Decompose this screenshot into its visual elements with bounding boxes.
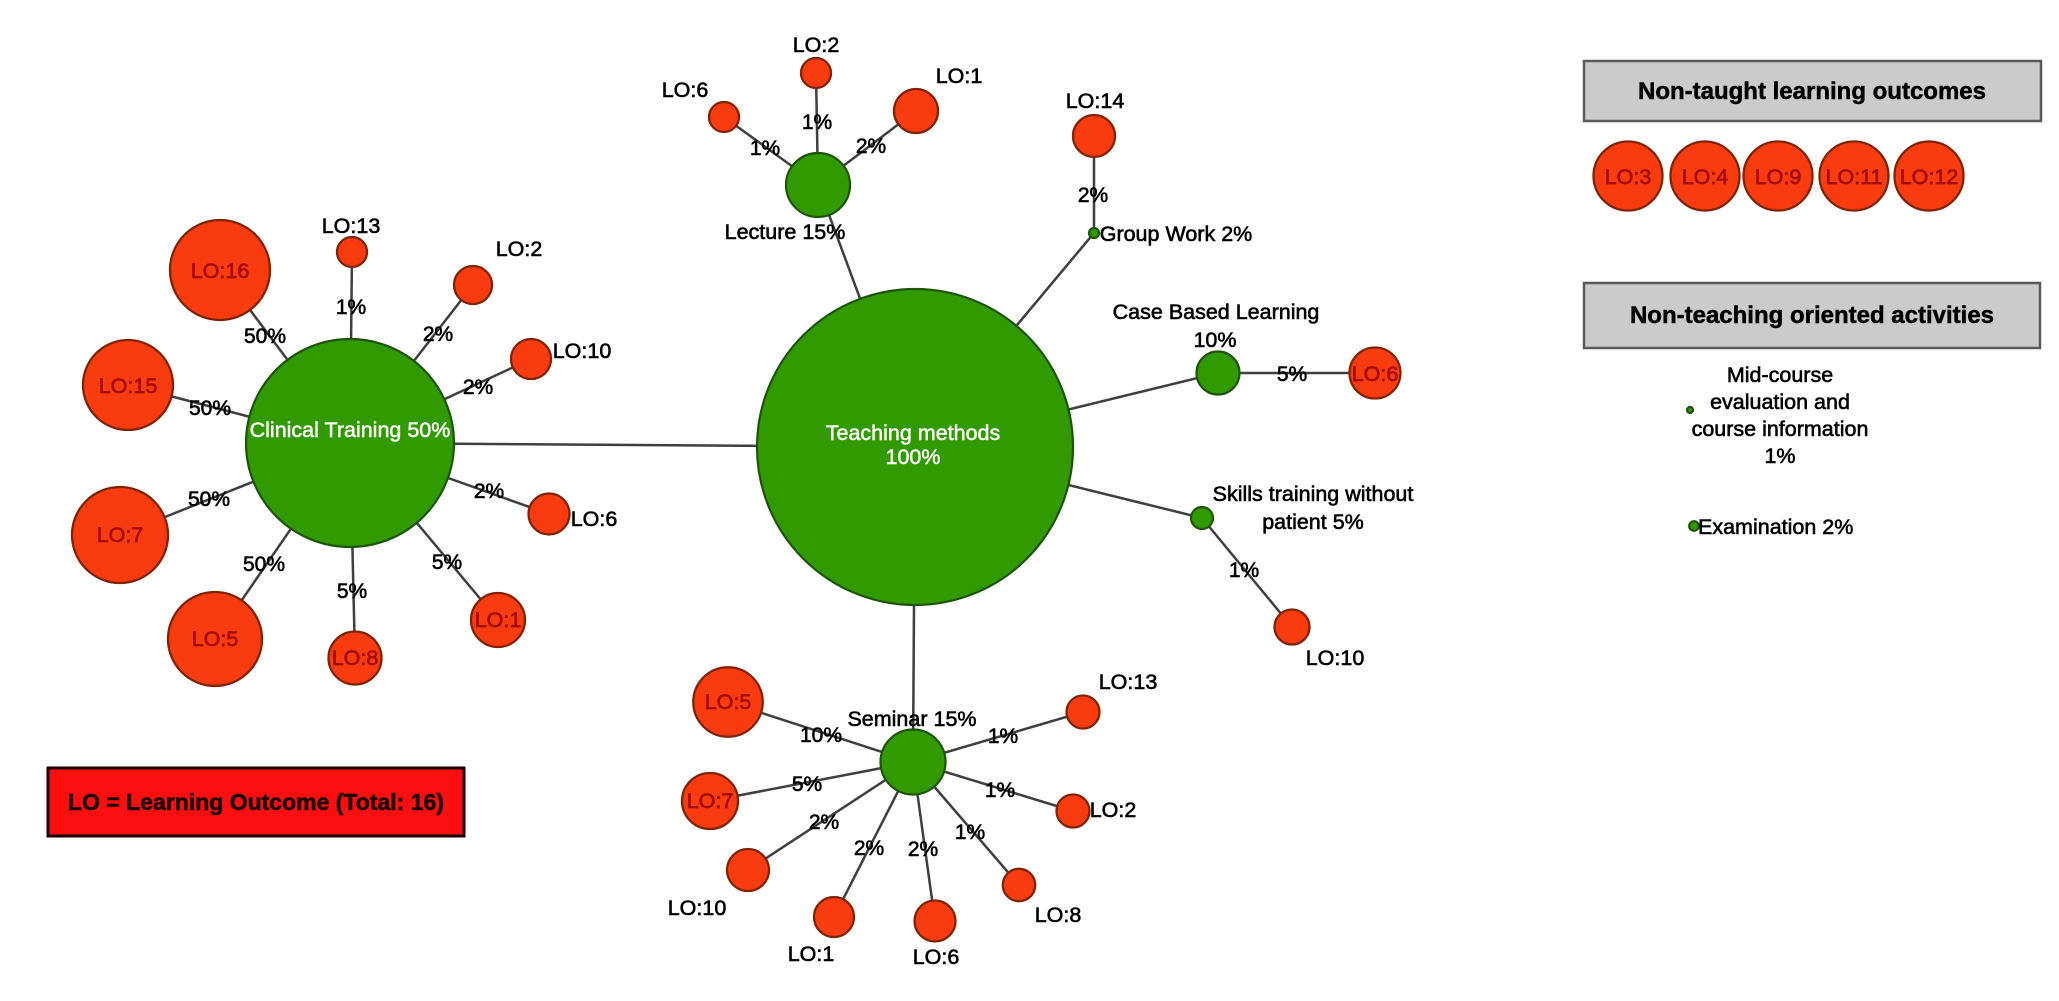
svg-text:5%: 5% (1277, 363, 1307, 386)
svg-text:LO:10: LO:10 (1306, 646, 1365, 670)
svg-text:10%: 10% (1193, 328, 1236, 352)
svg-text:LO:7: LO:7 (97, 523, 144, 547)
svg-text:LO:8: LO:8 (1035, 903, 1082, 927)
svg-text:LO:3: LO:3 (1605, 165, 1652, 189)
svg-text:5%: 5% (792, 773, 822, 796)
svg-text:1%: 1% (336, 296, 366, 319)
svg-text:50%: 50% (244, 325, 286, 348)
svg-text:Case Based Learning: Case Based Learning (1113, 300, 1320, 324)
svg-text:LO:2: LO:2 (1090, 798, 1137, 822)
svg-text:2%: 2% (908, 838, 938, 861)
svg-text:1%: 1% (1229, 559, 1259, 582)
svg-text:Skills training without: Skills training without (1213, 482, 1414, 506)
svg-text:evaluation and: evaluation and (1710, 390, 1850, 414)
svg-text:5%: 5% (432, 551, 462, 574)
svg-text:LO:10: LO:10 (553, 339, 612, 363)
svg-text:Teaching methods: Teaching methods (826, 421, 1001, 445)
svg-text:LO:5: LO:5 (705, 690, 752, 714)
svg-text:1%: 1% (1764, 444, 1795, 468)
svg-text:1%: 1% (802, 111, 832, 134)
svg-text:LO:6: LO:6 (571, 507, 618, 531)
svg-text:2%: 2% (423, 323, 453, 346)
svg-text:Non-teaching oriented activiti: Non-teaching oriented activities (1630, 302, 1994, 329)
svg-text:Lecture 15%: Lecture 15% (725, 220, 846, 244)
svg-text:LO:7: LO:7 (687, 789, 734, 813)
svg-text:2%: 2% (854, 837, 884, 860)
svg-text:2%: 2% (1078, 184, 1108, 207)
svg-text:LO:15: LO:15 (99, 374, 158, 398)
svg-text:LO:6: LO:6 (913, 945, 960, 969)
svg-text:2%: 2% (463, 376, 493, 399)
svg-text:Clinical Training 50%: Clinical Training 50% (250, 418, 451, 442)
svg-text:10%: 10% (800, 724, 842, 747)
svg-text:1%: 1% (985, 779, 1015, 802)
svg-text:5%: 5% (337, 580, 367, 603)
svg-text:LO:2: LO:2 (496, 237, 543, 261)
svg-text:LO:6: LO:6 (1352, 362, 1399, 386)
svg-text:2%: 2% (474, 480, 504, 503)
svg-text:Non-taught learning outcomes: Non-taught learning outcomes (1638, 78, 1986, 105)
svg-text:LO:8: LO:8 (332, 646, 379, 670)
svg-text:LO:14: LO:14 (1066, 89, 1125, 113)
svg-text:Examination 2%: Examination 2% (1698, 515, 1853, 539)
svg-text:LO:9: LO:9 (1755, 165, 1802, 189)
svg-text:LO:12: LO:12 (1900, 165, 1959, 189)
svg-text:50%: 50% (189, 397, 231, 420)
svg-text:LO:4: LO:4 (1682, 165, 1729, 189)
svg-text:LO:11: LO:11 (1826, 165, 1883, 189)
svg-text:2%: 2% (809, 811, 839, 834)
svg-text:100%: 100% (886, 445, 941, 469)
svg-text:Mid-course: Mid-course (1727, 363, 1833, 387)
svg-text:LO:1: LO:1 (475, 608, 522, 632)
svg-text:1%: 1% (955, 821, 985, 844)
svg-text:LO:16: LO:16 (191, 259, 250, 283)
svg-text:Seminar 15%: Seminar 15% (847, 707, 976, 731)
svg-text:LO:5: LO:5 (192, 627, 239, 651)
svg-text:LO:2: LO:2 (793, 33, 840, 57)
svg-text:LO:13: LO:13 (1099, 670, 1158, 694)
svg-text:50%: 50% (243, 553, 285, 576)
svg-text:LO:6: LO:6 (662, 78, 709, 102)
svg-text:LO:13: LO:13 (322, 214, 381, 238)
svg-text:course information: course information (1692, 417, 1869, 441)
svg-text:LO:1: LO:1 (788, 942, 835, 966)
svg-text:LO:10: LO:10 (668, 896, 727, 920)
svg-text:50%: 50% (188, 488, 230, 511)
svg-text:1%: 1% (750, 137, 780, 160)
svg-text:1%: 1% (988, 725, 1018, 748)
svg-text:LO = Learning Outcome (Total:: LO = Learning Outcome (Total: 16) (68, 789, 444, 815)
svg-text:LO:1: LO:1 (936, 64, 983, 88)
svg-text:Group Work 2%: Group Work 2% (1100, 222, 1253, 246)
svg-text:patient 5%: patient 5% (1262, 510, 1364, 534)
svg-text:2%: 2% (856, 135, 886, 158)
